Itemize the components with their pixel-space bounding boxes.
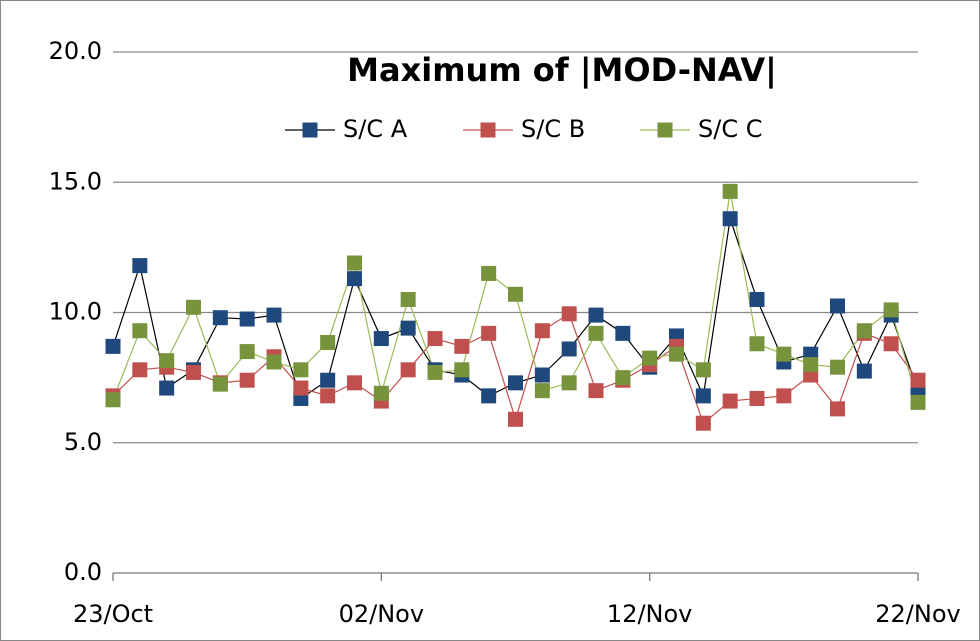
y-tick-label: 5.0: [64, 428, 102, 456]
data-point: [830, 401, 845, 417]
data-point: [132, 362, 148, 378]
data-point: [347, 255, 362, 271]
data-point: [320, 372, 336, 388]
data-point: [910, 394, 926, 410]
data-point: [159, 353, 175, 369]
data-point: [481, 265, 497, 281]
data-point: [481, 388, 497, 404]
data-point: [561, 306, 577, 322]
data-point: [561, 375, 577, 391]
data-point: [454, 362, 470, 378]
data-point: [588, 383, 604, 399]
data-point: [427, 364, 443, 380]
data-point: [749, 291, 765, 307]
data-point: [642, 350, 658, 366]
data-point: [776, 388, 792, 404]
y-tick-label: 15.0: [49, 167, 102, 195]
data-point: [373, 331, 389, 347]
data-point: [400, 362, 416, 378]
x-tick-label: 22/Nov: [875, 600, 960, 628]
data-point: [293, 362, 309, 378]
y-tick-label: 10.0: [49, 298, 102, 326]
y-tick-label: 20.0: [49, 37, 102, 65]
legend-label: S/C C: [698, 115, 762, 143]
legend-marker: [480, 122, 496, 138]
data-point: [132, 323, 148, 339]
data-point: [588, 307, 604, 323]
data-point: [239, 372, 255, 388]
data-point: [856, 323, 872, 339]
data-point: [534, 383, 550, 399]
data-point: [212, 310, 228, 326]
data-point: [695, 415, 711, 431]
data-point: [830, 298, 845, 314]
data-point: [749, 390, 765, 406]
data-point: [508, 411, 523, 427]
data-point: [347, 271, 362, 287]
data-point: [883, 336, 899, 352]
legend-label: S/C B: [521, 115, 585, 143]
data-point: [803, 357, 819, 373]
data-point: [776, 346, 792, 362]
data-point: [293, 380, 309, 396]
data-point: [830, 359, 845, 375]
data-point: [239, 311, 255, 327]
data-point: [239, 344, 255, 360]
data-point: [427, 331, 443, 347]
data-point: [373, 385, 389, 401]
data-point: [400, 291, 416, 307]
data-point: [910, 372, 926, 388]
data-point: [749, 336, 765, 352]
y-tick-label: 0.0: [64, 558, 102, 586]
legend-marker: [302, 122, 318, 138]
data-point: [695, 362, 711, 378]
data-point: [105, 338, 121, 354]
data-point: [454, 338, 470, 354]
x-tick-label: 12/Nov: [607, 600, 692, 628]
x-tick-label: 23/Oct: [73, 600, 153, 628]
data-point: [508, 286, 523, 302]
data-point: [132, 258, 148, 274]
data-point: [186, 364, 201, 380]
data-point: [722, 211, 738, 227]
data-point: [400, 320, 416, 336]
data-point: [508, 375, 523, 391]
data-point: [534, 323, 550, 339]
data-point: [615, 370, 631, 386]
data-point: [347, 375, 362, 391]
data-point: [534, 367, 550, 383]
data-point: [186, 299, 201, 315]
legend-marker: [657, 122, 673, 138]
legend-label: S/C A: [343, 115, 408, 143]
data-point: [883, 302, 899, 318]
data-point: [722, 393, 738, 409]
data-point: [695, 388, 711, 404]
data-point: [481, 325, 497, 341]
data-point: [722, 183, 738, 199]
data-point: [212, 376, 228, 392]
data-point: [588, 325, 604, 341]
data-point: [320, 334, 336, 350]
data-point: [105, 392, 121, 408]
data-point: [266, 307, 282, 323]
data-point: [856, 363, 872, 379]
data-point: [266, 354, 282, 370]
data-point: [615, 325, 631, 341]
data-point: [159, 380, 175, 396]
data-point: [320, 388, 336, 404]
x-tick-label: 02/Nov: [339, 600, 424, 628]
data-point: [561, 341, 577, 357]
data-point: [669, 346, 684, 362]
chart-title: Maximum of |MOD-NAV|: [347, 51, 777, 90]
